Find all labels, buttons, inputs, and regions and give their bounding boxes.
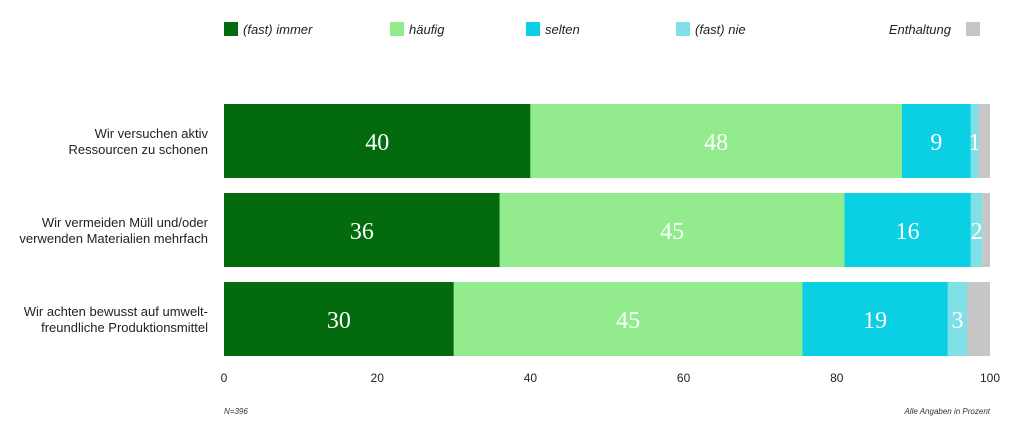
bar-segment	[970, 104, 979, 178]
data-label: 1	[969, 130, 981, 156]
legend-label-fast-nie: (fast) nie	[695, 22, 746, 37]
units-note: Alle Angaben in Prozent	[903, 407, 990, 416]
legend-swatch-fast-immer	[224, 22, 238, 36]
bar-segment	[530, 104, 902, 178]
category-label: Wir versuchen aktiv Ressourcen zu schonen	[69, 126, 209, 157]
data-label: 45	[616, 308, 640, 334]
legend-label-enthaltung: Enthaltung	[889, 22, 952, 37]
data-label: 19	[863, 308, 887, 334]
bar-segment	[224, 282, 454, 356]
bars: 40 48 9 1 36 45 16 2 30 45 19 3	[224, 104, 990, 356]
x-tick-label: 20	[371, 371, 385, 385]
category-label: Wir vermeiden Müll und/oder verwenden Mat…	[19, 215, 208, 246]
data-label: 2	[971, 219, 983, 245]
x-tick-label: 100	[980, 371, 1000, 385]
data-label: 36	[350, 219, 374, 245]
bar-segment	[224, 193, 500, 267]
x-tick-label: 80	[830, 371, 844, 385]
bar-segment	[499, 193, 845, 267]
legend-swatch-enthaltung	[966, 22, 980, 36]
x-tick-label: 60	[677, 371, 691, 385]
legend-swatch-häufig	[390, 22, 404, 36]
x-axis: 0 20 40 60 80 100	[221, 371, 1001, 385]
legend-swatch-fast-nie	[676, 22, 690, 36]
category-labels: Wir versuchen aktiv Ressourcen zu schonen…	[19, 126, 208, 335]
legend: (fast) immer häufig selten (fast) nie Enthal…	[224, 22, 980, 37]
data-label: 48	[704, 130, 728, 156]
bar-segment	[970, 193, 983, 267]
bar-segment	[901, 104, 971, 178]
data-label: 45	[660, 219, 684, 245]
category-label: Wir achten bewusst auf umwelt-freundlich…	[24, 304, 208, 335]
legend-label-selten: selten	[545, 22, 580, 37]
data-label: 9	[930, 130, 942, 156]
bar-segment	[224, 104, 531, 178]
legend-label-häufig: häufig	[409, 22, 445, 37]
data-label: 3	[951, 308, 963, 334]
sample-size-note: N=396	[224, 407, 248, 416]
bar-segment	[978, 104, 990, 178]
data-label: 16	[896, 219, 920, 245]
bar-segment	[844, 193, 971, 267]
x-tick-label: 40	[524, 371, 538, 385]
data-label: 30	[327, 308, 351, 334]
x-tick-label: 0	[221, 371, 228, 385]
data-label: 40	[365, 130, 389, 156]
bar-segment	[947, 282, 968, 356]
bar-segment	[453, 282, 803, 356]
bar-segment	[967, 282, 990, 356]
bar-segment	[802, 282, 948, 356]
legend-swatch-selten	[526, 22, 540, 36]
bar-segment	[982, 193, 990, 267]
legend-label-fast-immer: (fast) immer	[243, 22, 313, 37]
